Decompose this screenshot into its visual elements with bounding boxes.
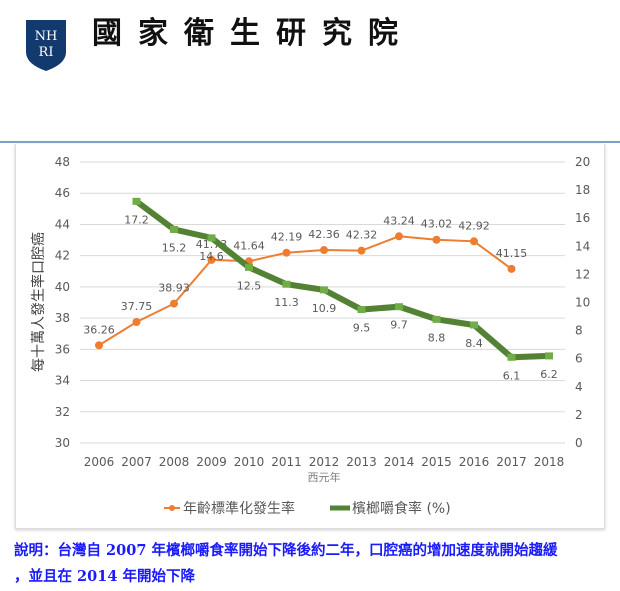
- y2-tick-label: 0: [575, 436, 583, 450]
- data-label: 11.3: [274, 296, 299, 309]
- org-name: 國家衛生研究院: [92, 16, 414, 51]
- data-point: [507, 353, 516, 361]
- x-tick-label: 2015: [421, 455, 452, 469]
- y2-tick-label: 16: [575, 211, 590, 225]
- data-label: 38.93: [158, 282, 190, 295]
- data-label: 42.36: [308, 228, 340, 241]
- y2-tick-label: 4: [575, 380, 583, 394]
- y2-tick-label: 10: [575, 296, 590, 310]
- y2-tick-label: 18: [575, 183, 590, 197]
- data-point: [470, 321, 478, 329]
- y-tick-label: 34: [55, 374, 70, 388]
- data-label: 10.9: [312, 302, 337, 315]
- x-tick-label: 2007: [121, 455, 152, 469]
- data-label: 12.5: [237, 279, 262, 292]
- data-label: 36.26: [83, 323, 115, 336]
- y2-tick-label: 12: [575, 267, 590, 281]
- data-point: [357, 246, 366, 255]
- data-point: [320, 246, 328, 255]
- x-tick-label: 2011: [271, 455, 302, 469]
- y-tick-label: 42: [55, 249, 70, 263]
- x-tick-label: 2012: [309, 455, 340, 469]
- data-label: 15.2: [162, 241, 187, 254]
- data-label: 43.24: [383, 214, 415, 227]
- chart: 3032343638404244464802468101214161820200…: [30, 155, 590, 517]
- y-tick-label: 30: [55, 436, 70, 450]
- x-tick-label: 2006: [84, 455, 115, 469]
- data-point: [170, 299, 178, 308]
- legend-label-incidence: 年齡標準化發生率: [183, 500, 295, 517]
- data-point: [545, 352, 553, 360]
- legend-label-betel: 檳榔嚼食率 (%): [352, 500, 451, 517]
- y2-tick-label: 8: [575, 324, 583, 338]
- y2-tick-label: 2: [575, 408, 583, 422]
- y-axis-title: 每十萬人發生率口腔癌: [30, 232, 47, 372]
- y2-tick-label: 6: [575, 352, 583, 366]
- data-point: [470, 237, 478, 246]
- data-point: [207, 234, 216, 242]
- data-label: 42.32: [346, 229, 378, 242]
- data-label: 43.02: [421, 218, 453, 231]
- x-tick-label: 2009: [196, 455, 227, 469]
- y-tick-label: 32: [55, 405, 70, 419]
- data-point: [432, 315, 441, 323]
- data-label: 37.75: [121, 300, 153, 313]
- y-tick-label: 46: [55, 186, 70, 200]
- data-point: [95, 341, 103, 350]
- header-divider: [0, 141, 620, 143]
- series-line-incidence: [98, 235, 513, 347]
- x-tick-label: 2014: [384, 455, 415, 469]
- data-label: 6.2: [540, 368, 558, 381]
- data-point: [170, 225, 178, 233]
- svg-text:RI: RI: [39, 45, 54, 60]
- caption: 說明：台灣自 2007 年檳榔嚼食率開始下降後約二年，口腔癌的增加速度就開始趨緩…: [14, 538, 620, 590]
- data-label: 42.92: [458, 219, 490, 232]
- data-point: [395, 303, 403, 311]
- data-point: [245, 263, 253, 271]
- y-tick-label: 44: [55, 217, 70, 231]
- y-tick-label: 38: [55, 311, 70, 325]
- data-label: 17.2: [124, 213, 149, 226]
- y-tick-label: 40: [55, 280, 70, 294]
- data-label: 14.6: [199, 250, 224, 263]
- caption-line-2: ，並且在 2014 年開始下降: [14, 568, 195, 585]
- data-label: 8.8: [428, 331, 446, 344]
- svg-text:NH: NH: [35, 29, 58, 44]
- data-point: [282, 248, 291, 257]
- data-label: 9.5: [353, 322, 371, 335]
- x-tick-label: 2013: [346, 455, 377, 469]
- x-tick-label: 2018: [534, 455, 565, 469]
- x-axis-title: 西元年: [308, 470, 341, 484]
- data-point: [132, 197, 141, 205]
- nhri-logo: NH RI: [26, 20, 66, 71]
- series-line-betel: [134, 198, 550, 361]
- data-label: 9.7: [390, 319, 408, 332]
- y-tick-label: 36: [55, 342, 70, 356]
- data-point: [282, 280, 291, 288]
- x-tick-label: 2010: [234, 455, 265, 469]
- x-tick-label: 2017: [496, 455, 527, 469]
- data-point: [320, 286, 328, 294]
- data-point: [207, 255, 216, 264]
- x-tick-label: 2008: [159, 455, 190, 469]
- data-label: 42.19: [271, 231, 303, 244]
- data-label: 8.4: [465, 337, 483, 350]
- y-tick-label: 48: [55, 155, 70, 169]
- x-tick-label: 2016: [459, 455, 490, 469]
- data-label: 6.1: [503, 369, 521, 382]
- data-point: [395, 232, 403, 241]
- chart-frame: [15, 144, 605, 529]
- y2-tick-label: 14: [575, 239, 590, 253]
- data-label: 41.15: [496, 247, 528, 260]
- data-point: [507, 264, 516, 273]
- data-point: [432, 235, 441, 244]
- data-point: [132, 318, 141, 327]
- y2-tick-label: 20: [575, 155, 590, 169]
- data-label: 41.64: [233, 239, 265, 252]
- caption-line-1: 說明：台灣自 2007 年檳榔嚼食率開始下降後約二年，口腔癌的增加速度就開始趨緩: [14, 542, 558, 559]
- data-point: [357, 306, 366, 314]
- legend-marker-incidence: [169, 505, 175, 511]
